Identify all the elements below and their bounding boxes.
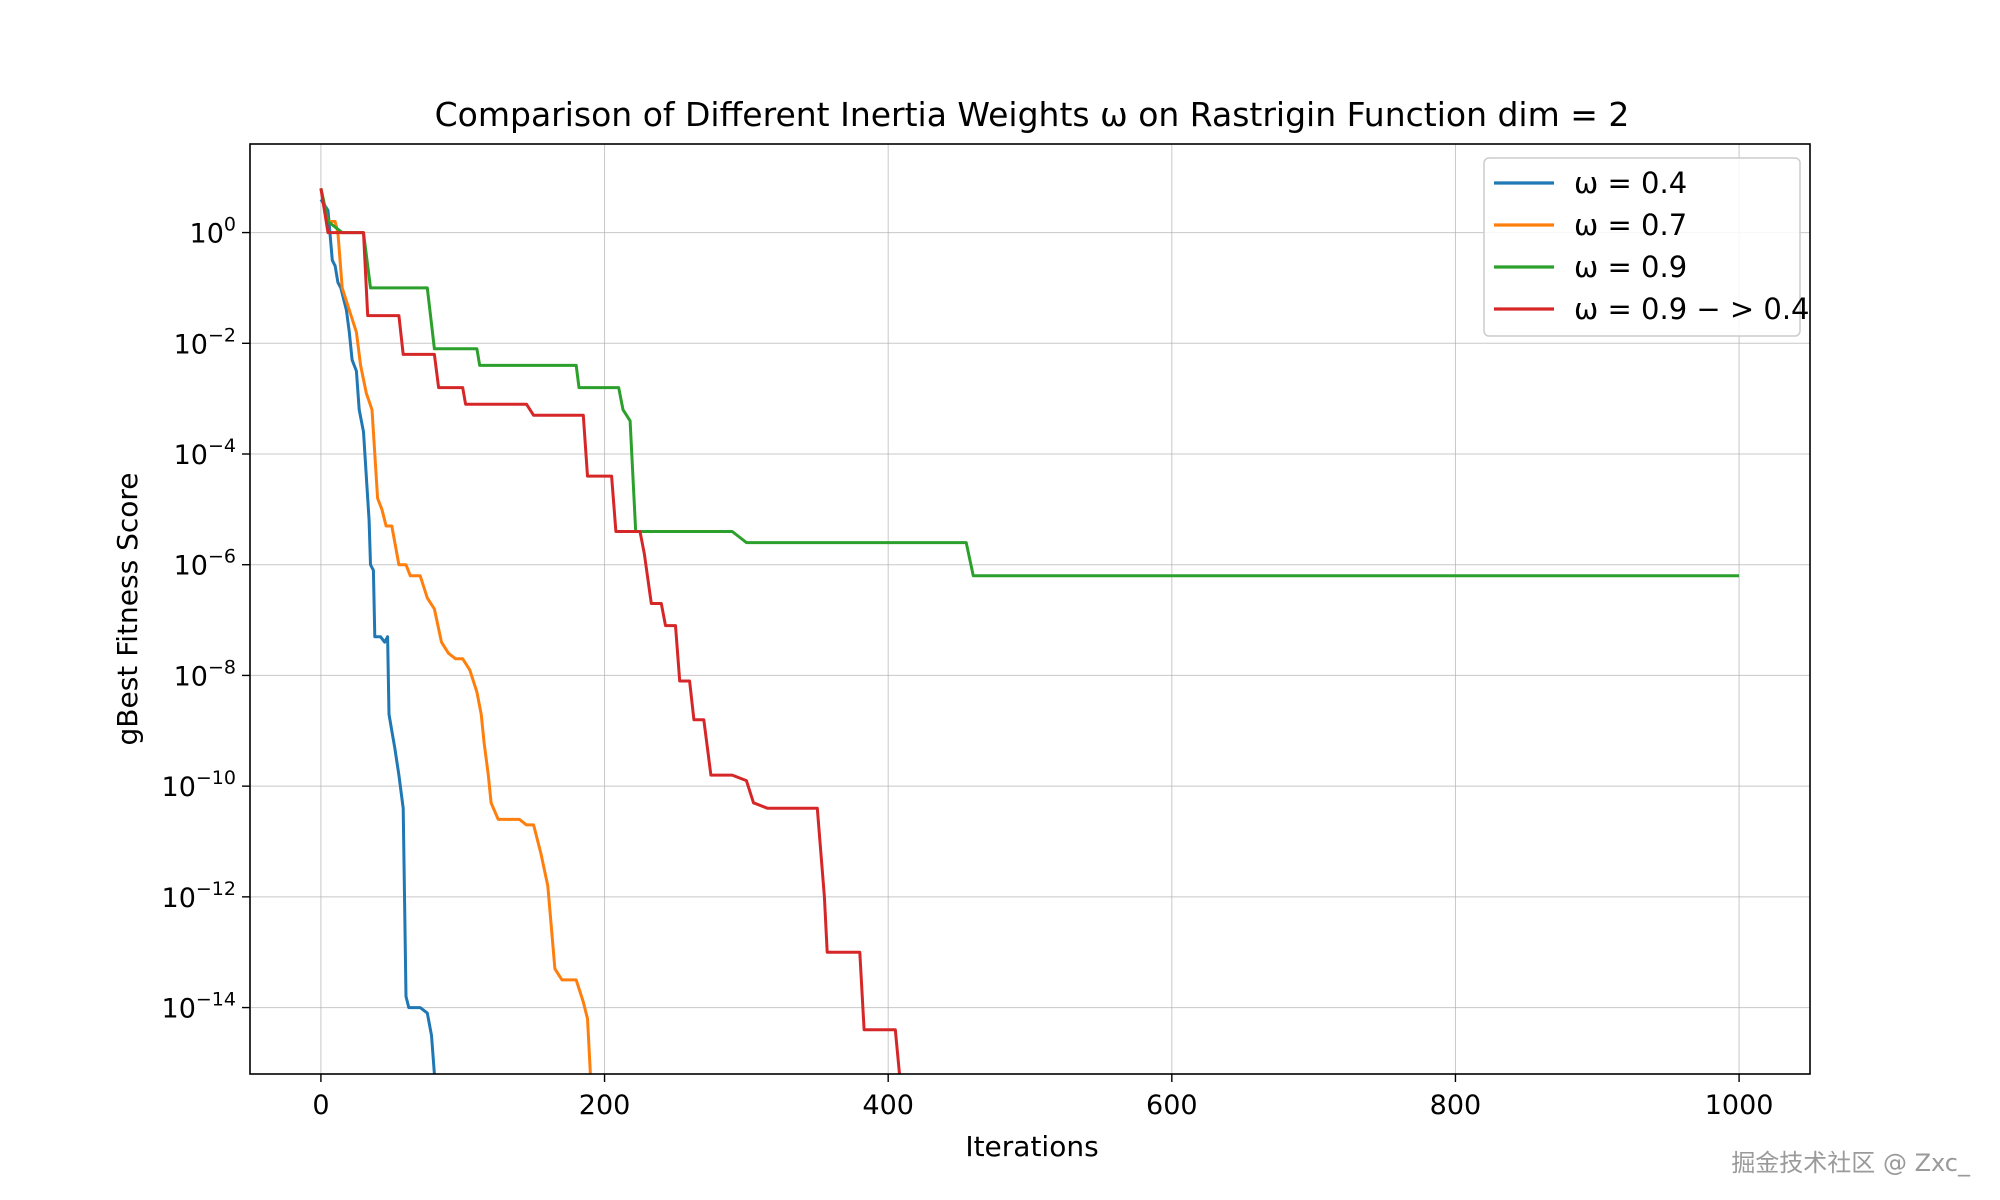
series-line-3 bbox=[319, 187, 1740, 578]
y-tick-label: 10−14 bbox=[162, 989, 236, 1025]
x-tick-label: 1000 bbox=[1705, 1090, 1774, 1121]
watermark: 掘金技术社区 @ Zxc_ bbox=[1731, 1149, 1970, 1177]
y-tick-label: 10−2 bbox=[174, 324, 236, 360]
x-tick-label: 600 bbox=[1146, 1090, 1198, 1121]
y-axis-label: gBest Fitness Score bbox=[111, 473, 144, 746]
y-tick-label: 10−4 bbox=[174, 435, 236, 471]
y-tick-label: 10−8 bbox=[174, 656, 236, 692]
x-tick-label: 800 bbox=[1430, 1090, 1482, 1121]
legend-label-3: ω = 0.9 bbox=[1574, 250, 1687, 284]
series-lines bbox=[319, 187, 1740, 1074]
y-tick-label: 10−10 bbox=[162, 767, 236, 803]
x-tick-label: 400 bbox=[862, 1090, 914, 1121]
x-axis-label: Iterations bbox=[965, 1130, 1098, 1163]
x-axis: 0 200 400 600 800 1000 bbox=[312, 1074, 1773, 1121]
series-line-4 bbox=[319, 188, 901, 1074]
grid bbox=[250, 144, 1810, 1074]
y-axis: 100 10−2 10−4 10−6 10−8 10−10 10−12 10−14 bbox=[162, 214, 250, 1025]
y-tick-label: 100 bbox=[190, 214, 236, 250]
y-tick-label: 10−6 bbox=[174, 546, 236, 582]
legend-box bbox=[1483, 157, 1801, 337]
legend-label-4: ω = 0.9 − > 0.4 bbox=[1574, 292, 1810, 326]
legend-label-2: ω = 0.7 bbox=[1574, 208, 1687, 242]
legend-label-1: ω = 0.4 bbox=[1574, 166, 1687, 200]
x-tick-label: 0 bbox=[312, 1090, 329, 1121]
legend: ω = 0.4 ω = 0.7 ω = 0.9 ω = 0.9 − > 0.4 bbox=[1483, 157, 1810, 337]
y-tick-label: 10−12 bbox=[162, 878, 236, 914]
series-line-2 bbox=[319, 187, 592, 1074]
x-tick-label: 200 bbox=[579, 1090, 631, 1121]
chart-title: Comparison of Different Inertia Weights … bbox=[435, 95, 1630, 134]
plot-frame bbox=[249, 143, 1811, 1075]
